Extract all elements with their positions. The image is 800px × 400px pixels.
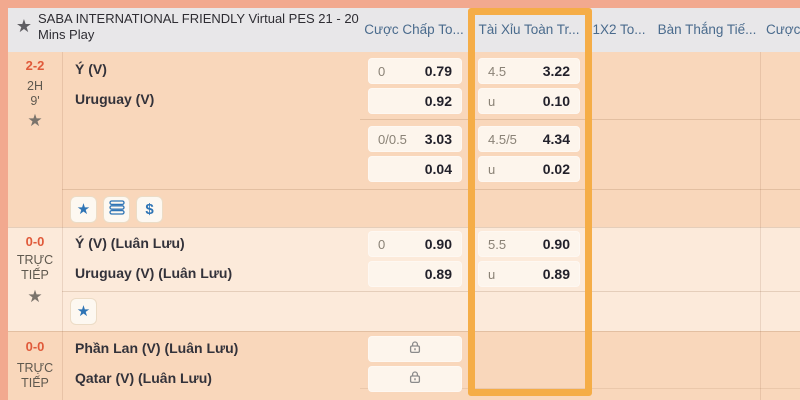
odds-cell-over-under[interactable]: u 0.10 xyxy=(478,88,580,114)
league-title: SABA INTERNATIONAL FRIENDLY Virtual PES … xyxy=(38,11,359,42)
column-header-handicap[interactable]: Cược Chấp To... xyxy=(364,22,464,37)
odds-value: 0.10 xyxy=(542,93,570,109)
match1-favorite-star-icon[interactable]: ★ xyxy=(27,111,43,130)
column-header-next-goal[interactable]: Bàn Thắng Tiế... xyxy=(657,22,757,37)
favorite-star-button[interactable]: ★ xyxy=(70,196,97,223)
league-header xyxy=(8,8,800,52)
column-header-1x2[interactable]: 1X2 To... xyxy=(592,22,646,37)
match2-home-team: Ý (V) (Luân Lưu) xyxy=(75,235,185,251)
locked-odds-cell xyxy=(368,366,462,392)
block-divider xyxy=(8,331,800,332)
ou-line: 5.5 xyxy=(488,236,507,252)
right-column-divider xyxy=(760,52,761,400)
odds-value: 0.04 xyxy=(424,161,452,177)
star-icon: ★ xyxy=(76,201,91,218)
odds-value: 0.89 xyxy=(424,266,452,282)
match1-period: 2H xyxy=(27,79,43,93)
match3-live-label-1: TRỰC xyxy=(16,361,54,375)
top-accent-bar xyxy=(0,0,800,8)
odds-cell-handicap[interactable]: 0/0.5 3.03 xyxy=(368,126,462,152)
star-icon: ★ xyxy=(76,303,91,320)
league-favorite-star-icon[interactable]: ★ xyxy=(15,16,33,36)
match1-away-team: Uruguay (V) xyxy=(75,91,155,107)
row-divider xyxy=(62,189,800,190)
column-header-over-under[interactable]: Tài Xỉu Toàn Tr... xyxy=(478,22,580,37)
ou-line: u xyxy=(488,266,496,282)
odds-cell-over-under[interactable]: 5.5 0.90 xyxy=(478,231,580,257)
ou-line: 4.5 xyxy=(488,63,507,79)
match2-favorite-star-icon[interactable]: ★ xyxy=(27,287,43,306)
odds-cell-over-under[interactable]: u 0.89 xyxy=(478,261,580,287)
match3-live-label-2: TIẾP xyxy=(21,376,49,390)
odds-cell-handicap[interactable]: 0 0.79 xyxy=(368,58,462,84)
odds-value: 0.02 xyxy=(542,161,570,177)
row-divider xyxy=(360,388,800,389)
odds-value: 0.89 xyxy=(542,266,570,282)
odds-cell-over-under[interactable]: 4.5 3.22 xyxy=(478,58,580,84)
match2-away-team: Uruguay (V) (Luân Lưu) xyxy=(75,265,233,281)
bet-stack-button[interactable] xyxy=(103,196,130,223)
match2-live-label-2: TIẾP xyxy=(21,268,49,282)
odds-value: 0.90 xyxy=(424,236,452,252)
odds-cell-over-under[interactable]: 4.5/5 4.34 xyxy=(478,126,580,152)
row-divider xyxy=(360,119,800,120)
handicap-line: 0 xyxy=(378,236,386,252)
odds-value: 4.34 xyxy=(542,131,570,147)
handicap-line: 0/0.5 xyxy=(378,131,407,147)
ou-line: u xyxy=(488,161,496,177)
score-column-divider xyxy=(62,52,63,400)
locked-odds-cell xyxy=(368,336,462,362)
match3-away-team: Qatar (V) (Luân Lưu) xyxy=(75,370,212,386)
odds-cell-handicap[interactable]: 0.04 xyxy=(368,156,462,182)
block-divider xyxy=(8,227,800,228)
odds-value: 3.03 xyxy=(424,131,452,147)
match2-score: 0-0 xyxy=(25,234,45,249)
odds-value: 0.92 xyxy=(424,93,452,109)
column-header-clipped[interactable]: Cược C... xyxy=(766,22,800,37)
lock-icon xyxy=(408,340,422,359)
odds-cell-handicap[interactable]: 0 0.90 xyxy=(368,231,462,257)
odds-cell-over-under[interactable]: u 0.02 xyxy=(478,156,580,182)
match3-home-team: Phần Lan (V) (Luân Lưu) xyxy=(75,340,239,356)
odds-cell-handicap[interactable]: 0.92 xyxy=(368,88,462,114)
favorite-star-button[interactable]: ★ xyxy=(70,298,97,325)
left-accent-bar xyxy=(0,0,8,400)
dollar-button[interactable]: $ xyxy=(136,196,163,223)
odds-value: 0.79 xyxy=(424,63,452,79)
match1-clock: 9' xyxy=(30,94,40,108)
match1-score: 2-2 xyxy=(25,58,45,73)
odds-value: 3.22 xyxy=(542,63,570,79)
match1-home-team: Ý (V) xyxy=(75,61,107,77)
ou-line: u xyxy=(488,93,496,109)
ou-line: 4.5/5 xyxy=(488,131,517,147)
dollar-icon: $ xyxy=(145,201,154,218)
odds-value: 0.90 xyxy=(542,236,570,252)
handicap-line: 0 xyxy=(378,63,386,79)
match2-live-label-1: TRỰC xyxy=(16,253,54,267)
match3-score: 0-0 xyxy=(25,339,45,354)
lock-icon xyxy=(408,370,422,389)
odds-cell-handicap[interactable]: 0.89 xyxy=(368,261,462,287)
row-divider xyxy=(62,291,800,292)
stack-icon xyxy=(108,199,125,220)
